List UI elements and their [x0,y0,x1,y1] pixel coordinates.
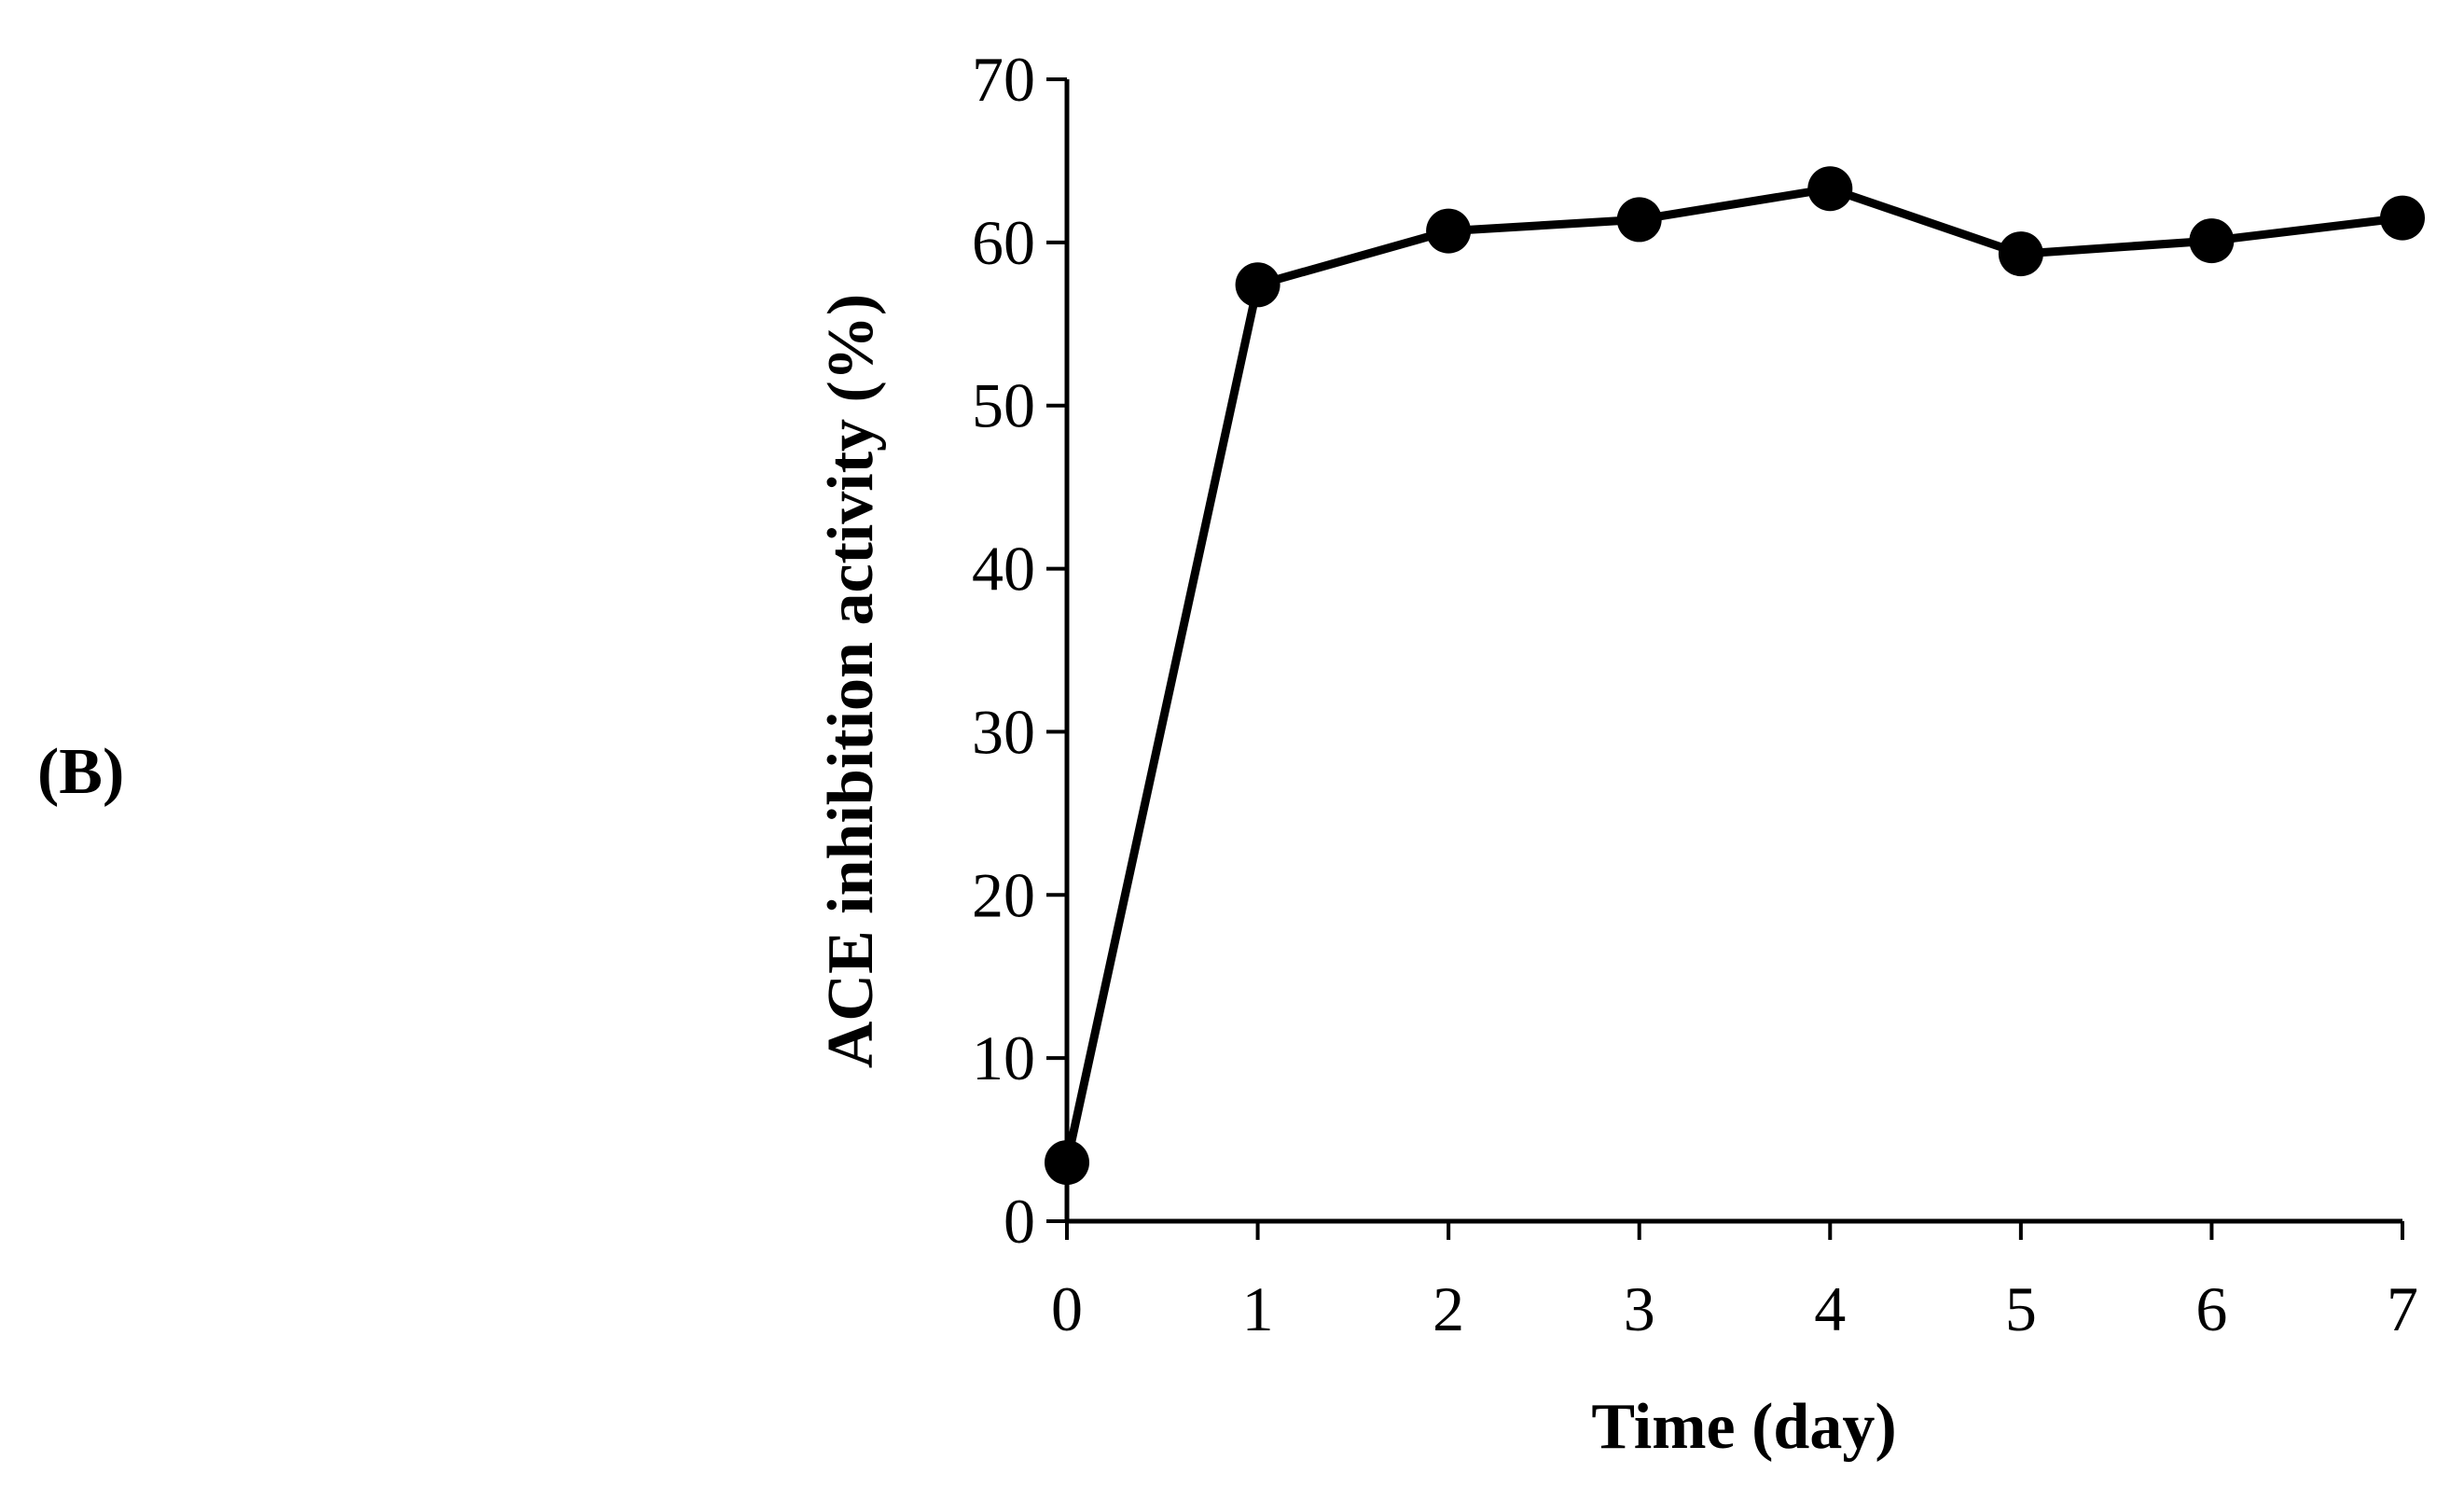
x-tick-label: 5 [2005,1273,2037,1344]
x-tick-label: 4 [1814,1273,1846,1344]
y-tick-label: 0 [1004,1186,1035,1257]
panel-label: (B) [37,736,124,808]
x-tick-label: 1 [1242,1273,1274,1344]
data-point [1807,166,1853,212]
series-line [1062,184,2403,1164]
y-tick-label: 20 [972,859,1035,930]
y-axis: 0 10 20 30 40 50 60 70 [972,44,1070,1257]
data-point [2189,218,2235,264]
y-tick-label: 30 [972,696,1035,767]
y-tick-label: 10 [972,1022,1035,1093]
x-axis-title: Time (day) [1591,1391,1896,1463]
data-point [1235,262,1280,308]
y-axis-title: ACE inhibition activity (%) [815,294,887,1068]
y-tick-label: 40 [972,534,1035,605]
x-tick-label: 7 [2387,1273,2418,1344]
data-point [1426,208,1472,254]
x-tick-label: 3 [1624,1273,1655,1344]
data-point [1045,1140,1089,1186]
x-axis: 0 1 2 3 4 5 6 7 [1051,1218,2418,1344]
x-tick-label: 2 [1433,1273,1464,1344]
y-tick-label: 50 [972,370,1035,441]
series-layer [1045,166,2425,1186]
x-tick-label: 0 [1051,1273,1083,1344]
x-tick-label: 6 [2195,1273,2227,1344]
data-point [1616,197,1662,243]
data-point [2380,195,2425,241]
data-point [1998,231,2043,277]
y-tick-label: 70 [972,44,1035,115]
y-tick-label: 60 [972,207,1035,278]
